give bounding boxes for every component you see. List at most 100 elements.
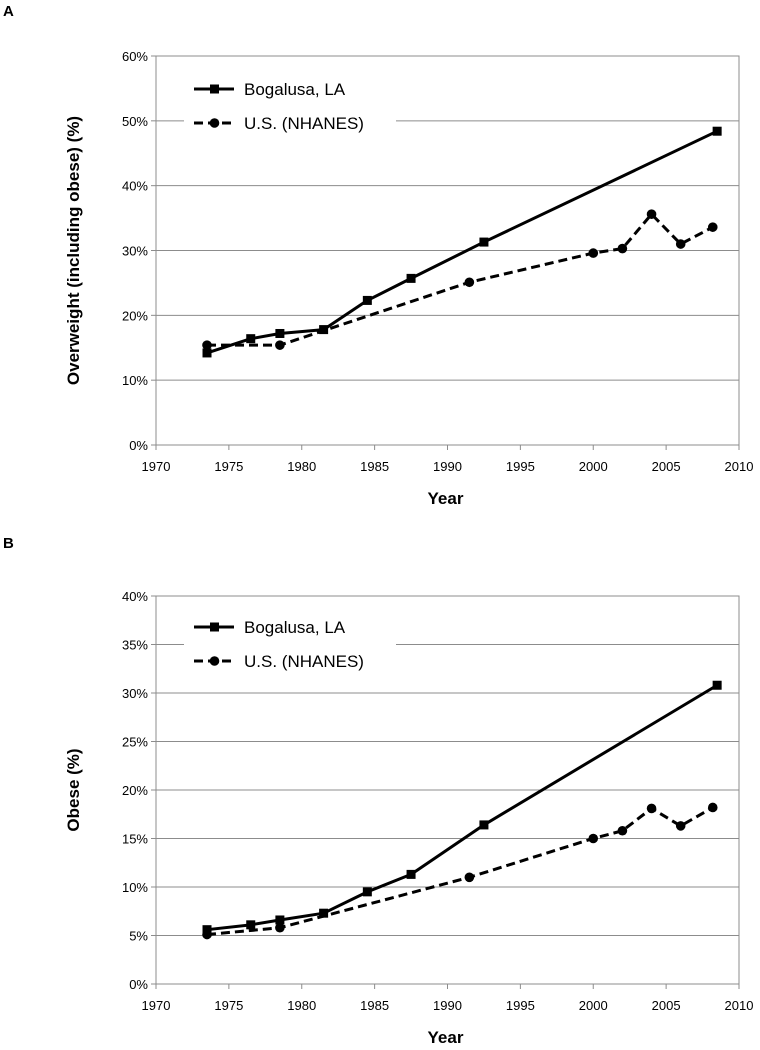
y-tick-label: 0% <box>129 438 148 453</box>
y-tick-label: 5% <box>129 929 148 944</box>
x-tick-label: 1985 <box>360 459 389 474</box>
legend-item-us-nhanes: U.S. (NHANES) <box>194 652 364 671</box>
legend-background <box>184 70 396 136</box>
x-tick-label: 2005 <box>652 998 681 1013</box>
y-tick-label: 10% <box>122 880 148 895</box>
y-axis-title: Overweight (including obese) (%) <box>64 116 83 385</box>
series-line-u-s-nhanes <box>207 212 714 347</box>
legend: Bogalusa, LA U.S. (NHANES) <box>184 70 396 136</box>
data-point-circle <box>588 833 599 844</box>
data-point-square <box>275 915 285 925</box>
data-point-square <box>362 295 372 305</box>
data-point-circle <box>464 872 475 883</box>
x-tick-label: 1970 <box>142 459 171 474</box>
data-point-square <box>479 820 489 830</box>
y-tick-label: 40% <box>122 589 148 604</box>
data-point-square <box>202 925 212 935</box>
data-point-circle <box>707 222 718 232</box>
data-point-square <box>246 920 256 930</box>
x-tick-label: 1990 <box>433 459 462 474</box>
data-point-circle <box>646 803 657 814</box>
y-axis-ticks: 0% 10% 20% 30% 40% 50% 60% <box>122 49 156 453</box>
y-tick-label: 30% <box>122 686 148 701</box>
data-point-square <box>406 869 416 879</box>
x-tick-label: 1980 <box>287 459 316 474</box>
y-tick-label: 30% <box>122 244 148 259</box>
series-u-s-nhanes <box>202 802 718 940</box>
data-point-square <box>406 273 416 283</box>
data-point-circle <box>707 802 718 813</box>
x-tick-label: 2010 <box>725 998 754 1013</box>
data-point-square <box>362 887 372 897</box>
legend-background <box>184 608 396 674</box>
series-bogalusa-la <box>202 680 722 935</box>
panel-b-obese-chart: B 0% 5% 10% 15% 20% 25% 30% 35% 40% 1970 1975 1980… <box>3 535 753 1047</box>
y-tick-label: 20% <box>122 783 148 798</box>
data-point-circle <box>617 825 628 836</box>
x-tick-label: 1980 <box>287 998 316 1013</box>
legend-label-us-nhanes: U.S. (NHANES) <box>244 652 364 671</box>
panel-a-overweight-chart: A 0%10%20%30%40%50%60% 1970 1975 1980 1985 1… <box>3 3 753 508</box>
y-tick-label: 20% <box>122 308 148 323</box>
legend-circle-marker <box>209 656 220 666</box>
x-tick-label: 1975 <box>214 998 243 1013</box>
data-point-circle <box>588 248 599 258</box>
legend-square-marker <box>210 84 219 94</box>
y-tick-label: 40% <box>122 179 148 194</box>
series-layer <box>202 680 722 940</box>
data-point-circle <box>464 277 475 288</box>
legend-item-bogalusa: Bogalusa, LA <box>194 80 346 99</box>
y-tick-label: 0% <box>129 977 148 992</box>
data-point-circle <box>646 209 657 219</box>
series-bogalusa-la <box>202 126 722 358</box>
series-u-s-nhanes <box>202 209 718 350</box>
x-axis-title: Year <box>428 489 464 508</box>
series-line-u-s-nhanes <box>206 806 714 937</box>
x-tick-label: 1970 <box>142 998 171 1013</box>
data-point-square <box>202 348 212 358</box>
data-point-circle <box>275 922 285 933</box>
x-axis-ticks: 1970 1975 1980 1985 1990 1995 2000 2005 2010 <box>142 984 754 1013</box>
legend-label-us-nhanes: U.S. (NHANES) <box>244 114 364 133</box>
data-point-circle <box>202 340 212 350</box>
x-tick-label: 2005 <box>652 459 681 474</box>
legend-label-bogalusa: Bogalusa, LA <box>244 80 346 99</box>
x-axis-title: Year <box>428 1028 464 1047</box>
y-tick-label: 60% <box>122 49 148 64</box>
x-tick-label: 1990 <box>433 998 462 1013</box>
data-point-square <box>712 126 722 136</box>
data-point-circle <box>275 340 285 350</box>
legend-label-bogalusa: Bogalusa, LA <box>244 618 346 637</box>
legend-item-us-nhanes: U.S. (NHANES) <box>194 114 364 133</box>
x-tick-label: 1995 <box>506 998 535 1013</box>
x-tick-label: 1985 <box>360 998 389 1013</box>
data-point-square <box>479 237 489 247</box>
x-tick-label: 2010 <box>725 459 754 474</box>
series-line-bogalusa-la <box>206 129 718 355</box>
panel-label-a: A <box>3 3 14 20</box>
legend-square-marker <box>210 622 219 632</box>
y-tick-label: 50% <box>122 114 148 129</box>
data-point-square <box>712 680 722 690</box>
y-tick-label: 10% <box>122 373 148 388</box>
panel-label-b: B <box>3 535 14 552</box>
data-point-square <box>246 334 256 344</box>
y-axis-ticks: 0% 5% 10% 15% 20% 25% 30% 35% 40% <box>122 589 156 992</box>
series-layer <box>202 126 722 358</box>
legend-circle-marker <box>209 118 220 128</box>
y-tick-label: 25% <box>122 735 148 750</box>
y-tick-label: 15% <box>122 832 148 847</box>
data-point-circle <box>675 821 686 831</box>
x-tick-label: 1995 <box>506 459 535 474</box>
y-axis-title: Obese (%) <box>64 748 83 831</box>
legend-item-bogalusa: Bogalusa, LA <box>194 618 346 637</box>
data-point-circle <box>617 243 628 254</box>
legend: Bogalusa, LA U.S. (NHANES) <box>184 608 396 674</box>
y-tick-label: 35% <box>122 638 148 653</box>
x-axis-ticks: 1970 1975 1980 1985 1990 1995 2000 2005 2010 <box>142 445 754 474</box>
data-point-circle <box>675 239 686 249</box>
gridlines <box>156 595 739 936</box>
data-point-square <box>275 328 285 338</box>
series-line-bogalusa-la <box>206 683 718 932</box>
